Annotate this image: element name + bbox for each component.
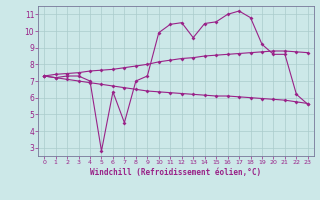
- X-axis label: Windchill (Refroidissement éolien,°C): Windchill (Refroidissement éolien,°C): [91, 168, 261, 177]
